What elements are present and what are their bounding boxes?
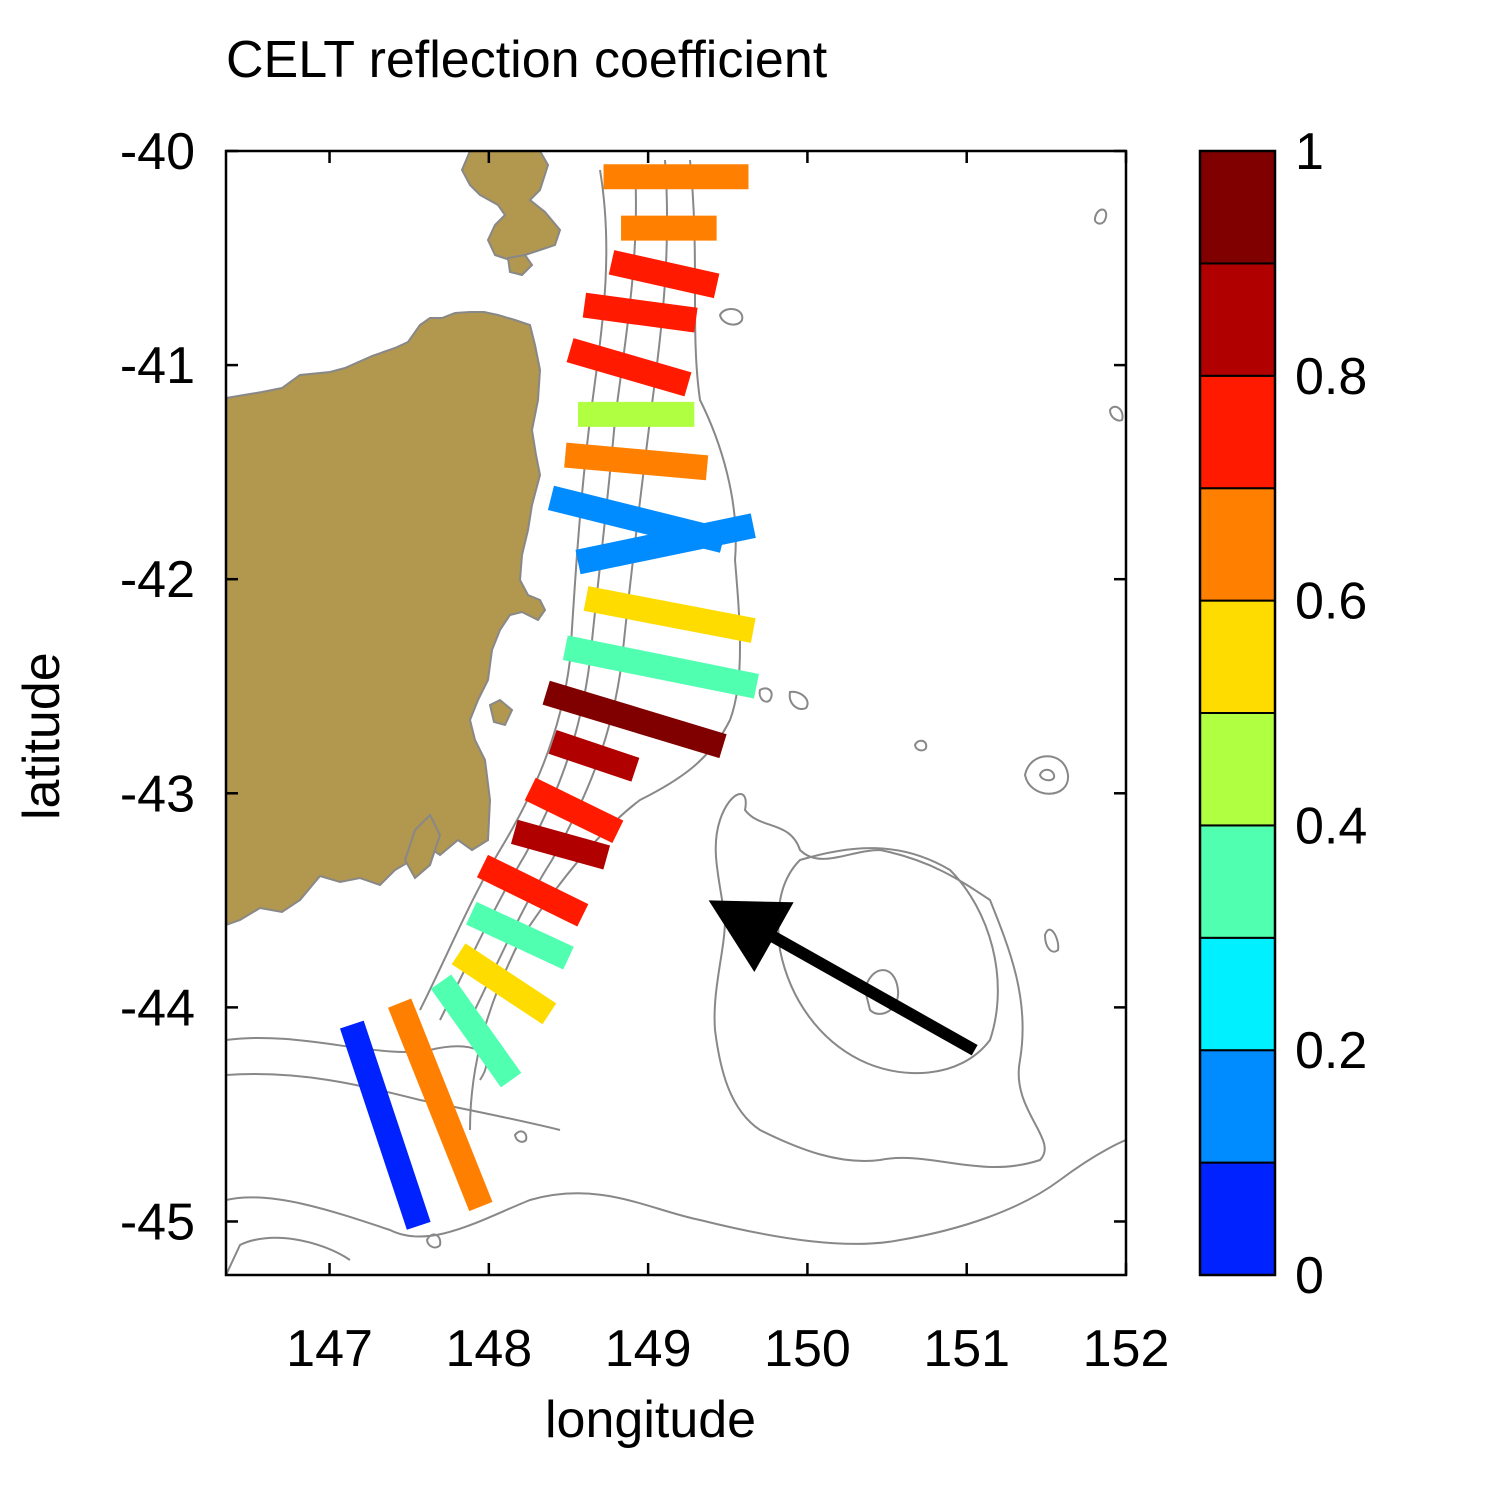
colorbar-band [1199,487,1276,602]
segment-7 [564,442,709,481]
colorbar-tick-label: 0.8 [1295,348,1367,406]
y-tick-label: -43 [120,765,195,823]
colorbar-band [1199,150,1276,265]
colorbar-band [1199,712,1276,827]
y-tick-label: -40 [120,123,195,181]
segment-14 [524,777,624,844]
x-tick-label: 149 [605,1320,692,1378]
segment-18 [451,943,557,1025]
x-tick-label: 151 [923,1320,1010,1378]
colorbar-frame [1198,149,1277,1277]
colorbar-band [1199,599,1276,714]
colorbar-tick-label: 0.6 [1295,573,1367,631]
arrow-head [708,900,794,972]
segment-3 [608,250,720,299]
x-tick-label: 150 [764,1320,851,1378]
colorbar-band [1199,936,1276,1052]
x-tick-label: 148 [445,1320,532,1378]
segment-11 [562,635,759,699]
colorbar-tick-label: 1 [1295,123,1324,181]
segment-10 [583,586,756,643]
segment-12 [542,680,727,759]
colorbar-band [1199,262,1276,377]
colorbar-band [1199,374,1276,490]
x-tick-label: 152 [1083,1320,1170,1378]
flinders-island [460,151,562,262]
segment-5 [566,338,692,397]
map-plot-area [226,151,1126,1275]
chart-title: CELT reflection coefficient [226,31,828,89]
y-tick-label: -45 [120,1193,195,1251]
bruny-island [403,813,442,880]
segment-15 [510,819,611,870]
axis-ticks: 147 148 149 150 151 152 -40 -41 -42 -43 -44 -45 [120,123,1170,1378]
x-axis-label: longitude [545,1391,757,1449]
tasmania-land [226,311,547,927]
segment-21 [339,1020,431,1230]
arrow-shaft [766,929,978,1056]
colorbar-band [1199,1161,1276,1276]
colorbar-tick-label: 0 [1295,1247,1324,1305]
colorbar-band [1199,824,1276,939]
colorbar-band [1199,1049,1276,1164]
colorbar: 0 0.2 0.4 0.6 0.8 1 [1198,123,1367,1305]
maria-island [488,698,514,727]
x-tick-label: 147 [286,1320,373,1378]
colorbar-tick-label: 0.4 [1295,797,1367,855]
plot-frame [224,149,1128,1277]
reflection-segments [339,164,759,1230]
y-tick-label: -41 [120,337,195,395]
y-tick-label: -44 [120,979,195,1037]
segment-9 [575,513,756,575]
segment-20 [388,998,493,1212]
segment-17 [466,901,574,970]
cape-barren-island [506,253,534,277]
segment-4 [582,292,698,333]
y-tick-label: -42 [120,551,195,609]
colorbar-tick-label: 0.2 [1295,1022,1367,1080]
direction-arrow [708,900,978,1056]
segment-13 [548,730,640,782]
segment-16 [476,854,589,927]
segment-19 [430,974,522,1088]
